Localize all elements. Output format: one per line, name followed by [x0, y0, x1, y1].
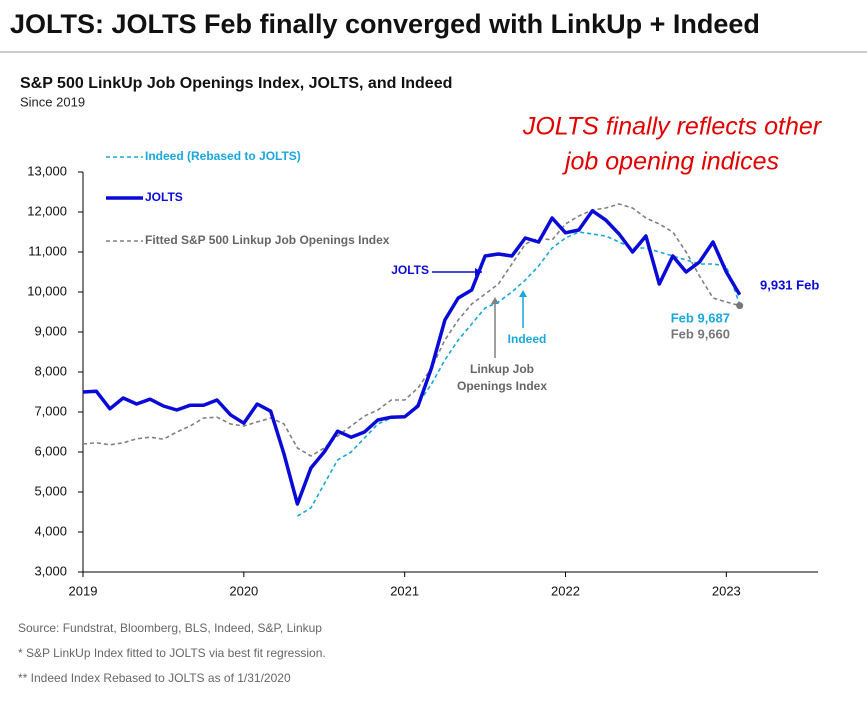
note: * S&P LinkUp Index fitted to JOLTS via b… — [18, 646, 326, 660]
y-tick-label: 8,000 — [34, 363, 67, 378]
y-tick-label: 4,000 — [34, 523, 67, 538]
legend-label: Indeed (Rebased to JOLTS) — [145, 149, 301, 163]
y-tick-label: 12,000 — [27, 203, 67, 218]
x-tick-label: 2020 — [229, 583, 258, 598]
end-label: Feb 9,660 — [671, 326, 730, 341]
y-tick-label: 7,000 — [34, 403, 67, 418]
y-tick-label: 10,000 — [27, 283, 67, 298]
legend-label: Fitted S&P 500 Linkup Job Openings Index — [145, 233, 390, 247]
y-tick-label: 13,000 — [27, 163, 67, 178]
x-tick-label: 2019 — [69, 583, 98, 598]
x-tick-label: 2023 — [712, 583, 741, 598]
end-dot — [736, 302, 744, 310]
y-tick-label: 5,000 — [34, 483, 67, 498]
note: ** Indeed Index Rebased to JOLTS as of 1… — [18, 671, 291, 685]
series-line — [296, 231, 741, 517]
annotation: Indeed — [508, 332, 547, 346]
y-tick-label: 11,000 — [28, 243, 67, 258]
arrow-head — [519, 290, 527, 297]
chart-subtitle: Since 2019 — [20, 94, 85, 109]
annotation: JOLTS finally reflects other — [522, 113, 823, 141]
x-tick-label: 2022 — [551, 583, 580, 598]
y-tick-label: 6,000 — [34, 443, 67, 458]
x-tick-label: 2021 — [390, 583, 419, 598]
legend-label: JOLTS — [145, 190, 183, 204]
end-label: 9,931 Feb — [760, 277, 819, 292]
page-title: JOLTS: JOLTS Feb finally converged with … — [10, 9, 760, 39]
annotation: job opening indices — [562, 148, 779, 176]
end-label: Feb 9,687 — [671, 310, 730, 325]
series-line — [82, 203, 740, 457]
annotation: Openings Index — [457, 379, 547, 393]
annotation: Linkup Job — [470, 362, 534, 376]
series-line — [82, 209, 742, 506]
chart-title: S&P 500 LinkUp Job Openings Index, JOLTS… — [20, 75, 452, 92]
source: Source: Fundstrat, Bloomberg, BLS, Indee… — [18, 621, 322, 635]
y-tick-label: 3,000 — [34, 563, 67, 578]
y-tick-label: 9,000 — [34, 323, 67, 338]
annotation: JOLTS — [391, 263, 429, 277]
